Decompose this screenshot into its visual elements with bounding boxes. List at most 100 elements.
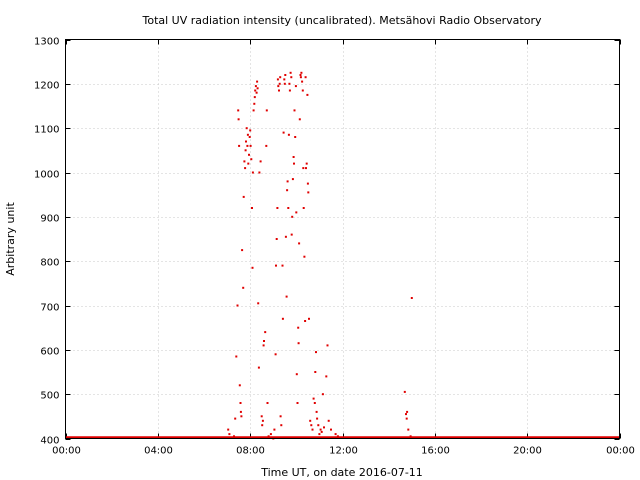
data-point — [326, 344, 329, 347]
x-tick-label: 20:00 — [513, 446, 542, 457]
chart-title: Total UV radiation intensity (uncalibrat… — [142, 14, 542, 27]
data-point — [306, 93, 309, 96]
data-point — [239, 410, 242, 413]
data-point — [281, 317, 284, 320]
data-point — [298, 118, 301, 121]
data-point — [291, 215, 294, 218]
data-point — [257, 366, 260, 369]
data-point — [248, 153, 250, 156]
y-tick-label: 1300 — [34, 37, 59, 48]
data-point — [261, 424, 264, 427]
data-point — [321, 393, 324, 396]
data-point — [301, 89, 304, 92]
data-point — [275, 238, 278, 240]
grid-layer — [65, 39, 620, 439]
data-point — [304, 76, 307, 79]
x-tick-label: 12:00 — [329, 446, 358, 457]
data-point — [284, 235, 287, 238]
data-point — [240, 415, 243, 418]
data-point — [243, 160, 246, 163]
x-tick-label: 08:00 — [236, 446, 265, 457]
x-tick-label: 04:00 — [144, 446, 173, 457]
ticks-layer: 400 500 600 700 800 900 1000 1100 1200 1300 00:00 0… — [34, 37, 635, 457]
data-point — [247, 162, 250, 165]
data-point — [403, 390, 406, 393]
data-point — [253, 102, 256, 105]
x-tick-label: 00:00 — [52, 446, 81, 457]
data-point — [242, 195, 245, 198]
data-point — [262, 344, 265, 347]
data-point — [238, 384, 241, 387]
data-point — [279, 76, 282, 79]
data-point — [276, 78, 279, 81]
y-tick-label: 1000 — [34, 170, 59, 181]
data-point — [241, 249, 244, 252]
data-point — [292, 156, 295, 158]
data-point — [306, 182, 309, 185]
data-point — [265, 109, 268, 112]
data-point — [233, 435, 235, 438]
data-point — [234, 417, 237, 420]
y-tick-label: 900 — [40, 214, 59, 225]
data-point — [295, 211, 298, 214]
data-point — [237, 118, 240, 121]
data-point — [330, 428, 332, 431]
data-point — [318, 433, 321, 436]
data-point — [261, 419, 264, 422]
data-point — [228, 433, 231, 436]
data-point — [244, 149, 247, 152]
data-point — [263, 340, 265, 342]
data-point — [264, 331, 267, 334]
data-point — [227, 428, 230, 431]
data-point — [290, 76, 293, 79]
y-tick-label: 1200 — [34, 81, 59, 92]
data-point — [297, 326, 300, 329]
data-point — [248, 136, 251, 138]
y-tick-label: 1100 — [34, 125, 59, 136]
data-point — [307, 191, 310, 194]
data-point — [239, 402, 242, 404]
y-tick-label: 400 — [40, 436, 59, 447]
data-point — [407, 428, 410, 431]
y-axis-label: Arbitrary unit — [4, 202, 17, 276]
data-point — [265, 144, 268, 147]
y-tick-label: 500 — [40, 391, 59, 402]
data-point — [274, 353, 277, 356]
data-point — [259, 160, 262, 163]
data-point — [293, 162, 295, 165]
x-tick-label: 16:00 — [421, 446, 450, 457]
data-point — [308, 317, 310, 320]
data-point — [275, 264, 277, 267]
data-point — [409, 435, 412, 438]
data-point — [286, 180, 289, 183]
data-point — [297, 342, 300, 345]
data-point — [260, 415, 263, 418]
data-point — [410, 297, 413, 299]
data-point — [245, 140, 247, 143]
data-point — [341, 436, 344, 439]
data-point — [266, 402, 269, 404]
data-point — [257, 302, 260, 305]
data-point — [249, 129, 252, 132]
data-point — [286, 189, 289, 192]
data-point — [301, 80, 304, 83]
data-point — [244, 167, 247, 170]
data-point — [235, 355, 238, 358]
data-point — [236, 304, 239, 307]
data-point — [299, 76, 302, 79]
data-point — [293, 109, 296, 112]
data-point — [246, 133, 249, 136]
data-point — [314, 371, 317, 373]
data-point — [276, 207, 279, 209]
data-point — [305, 162, 308, 165]
data-point — [285, 295, 288, 298]
data-point — [299, 74, 302, 76]
data-point — [309, 419, 312, 422]
data-point — [294, 85, 297, 88]
data-point — [323, 426, 325, 429]
data-point — [249, 144, 252, 147]
data-point — [283, 78, 286, 81]
points-layer — [65, 71, 620, 440]
data-point — [287, 133, 290, 136]
